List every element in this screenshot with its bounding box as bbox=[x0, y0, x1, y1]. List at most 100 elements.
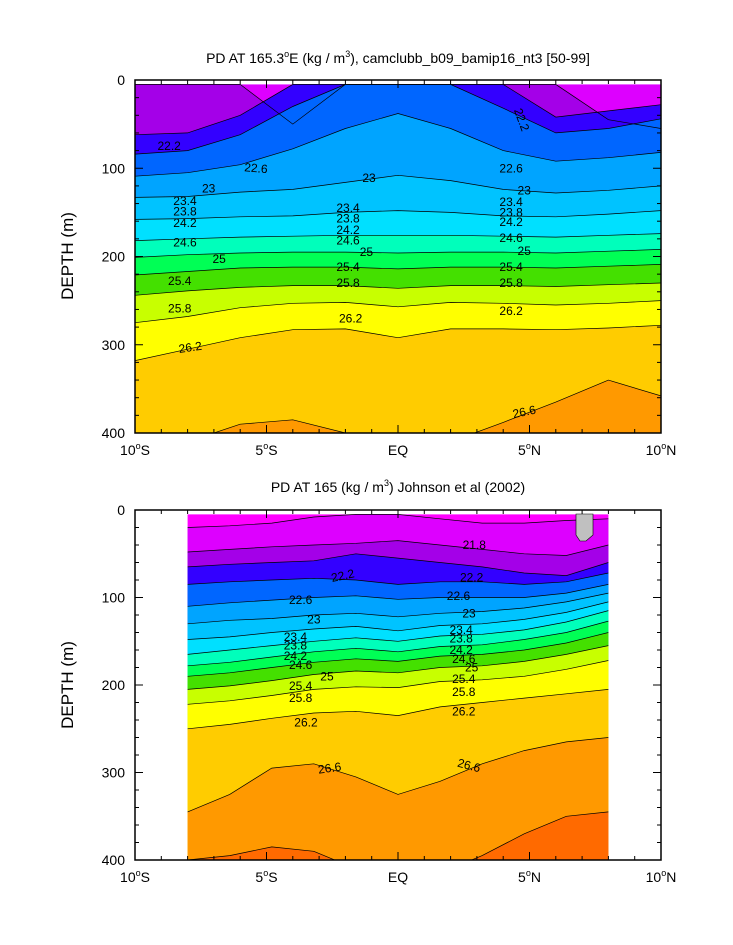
contour-label: 25.4 bbox=[336, 260, 360, 274]
contour-label: 26.2 bbox=[294, 716, 318, 730]
contour-label: 25 bbox=[465, 661, 479, 675]
contour-label: 26.2 bbox=[178, 339, 203, 356]
contour-label: 25 bbox=[320, 669, 334, 683]
isopycnal-line bbox=[187, 584, 609, 607]
x-tick-label: EQ bbox=[388, 442, 408, 458]
isopycnal-line bbox=[187, 610, 609, 655]
x-tick-label: 5oN bbox=[518, 441, 541, 458]
isopycnal-line bbox=[187, 572, 609, 585]
contour-label: 24.2 bbox=[284, 649, 308, 663]
contour-label: 26.6 bbox=[317, 760, 342, 777]
y-tick-label: 200 bbox=[102, 677, 126, 693]
y-tick-label: 300 bbox=[102, 337, 126, 353]
density-band bbox=[187, 811, 609, 860]
contour-label: 23 bbox=[307, 612, 321, 626]
isopycnal-line bbox=[135, 324, 661, 361]
chart-panel-observations: PD AT 165 (kg / m3) Johnson et al (2002)… bbox=[58, 478, 676, 885]
missing-data-patch bbox=[575, 513, 594, 542]
contour-label: 24.6 bbox=[289, 658, 313, 672]
isopycnal-line bbox=[135, 174, 661, 198]
contour-label: 23.4 bbox=[336, 201, 360, 215]
isopycnal-line bbox=[187, 645, 609, 690]
contour-label: 25 bbox=[360, 245, 374, 259]
contour-label: 26.2 bbox=[452, 704, 476, 718]
contour-label: 25.4 bbox=[168, 274, 192, 288]
density-band bbox=[213, 380, 661, 433]
x-tick-label: 10oS bbox=[120, 868, 150, 885]
x-tick-label: 5oN bbox=[518, 868, 541, 885]
isopycnal-line bbox=[187, 553, 609, 576]
y-tick-label: 100 bbox=[102, 160, 126, 176]
density-band bbox=[187, 737, 609, 860]
isopycnal-line bbox=[135, 282, 661, 296]
contour-label: 22.6 bbox=[244, 160, 269, 176]
contour-label: 25.8 bbox=[289, 691, 313, 705]
density-fills-observations bbox=[187, 514, 609, 860]
contour-label: 23 bbox=[362, 171, 376, 185]
y-axis-label-model: DEPTH (m) bbox=[58, 212, 77, 300]
isopycnal-line bbox=[187, 689, 609, 730]
x-tick-label: 10oN bbox=[646, 441, 677, 458]
contour-label: 23.8 bbox=[336, 212, 360, 226]
contour-label: 24.2 bbox=[336, 223, 360, 237]
y-tick-label: 400 bbox=[102, 425, 126, 441]
x-tick-label: 10oN bbox=[646, 868, 677, 885]
contour-label: 24.6 bbox=[499, 231, 523, 245]
contour-label: 25 bbox=[518, 244, 532, 258]
x-tick-label: EQ bbox=[388, 869, 408, 885]
y-tick-label: 400 bbox=[102, 852, 126, 868]
isopycnal-line bbox=[187, 601, 609, 640]
isopycnal-line bbox=[135, 264, 661, 276]
isopycnal-line bbox=[135, 233, 661, 241]
contour-label: 22.6 bbox=[499, 161, 523, 175]
contour-label: 23 bbox=[518, 183, 532, 197]
contour-label: 26.2 bbox=[339, 311, 363, 325]
isopycnal-lines-observations bbox=[187, 514, 609, 860]
x-tick-label: 10oS bbox=[120, 441, 150, 458]
isopycnal-line bbox=[187, 592, 609, 625]
x-tick-label: 5oS bbox=[255, 868, 277, 885]
contour-label: 23.8 bbox=[449, 632, 473, 646]
contour-label: 23 bbox=[202, 182, 216, 196]
density-fills-model bbox=[135, 84, 661, 433]
contour-label: 23.4 bbox=[284, 630, 308, 644]
contour-label: 23.4 bbox=[173, 194, 197, 208]
isopycnal-line bbox=[135, 210, 661, 220]
contour-label: 25.8 bbox=[336, 276, 360, 290]
contour-label: 24.6 bbox=[173, 235, 197, 249]
contour-label: 24.6 bbox=[452, 652, 476, 666]
isopycnal-line bbox=[187, 620, 609, 667]
chart-title-model: PD AT 165.3oE (kg / m3), camclubb_b09_ba… bbox=[206, 49, 590, 66]
axes-observations: 10oS 5oS EQ 5oN 10oN 0 100 200 300 400 bbox=[102, 502, 677, 885]
contour-label: 23.8 bbox=[173, 204, 197, 218]
contour-label: 21.8 bbox=[463, 538, 487, 552]
contour-label: 25.8 bbox=[452, 685, 476, 699]
x-tick-label: 5oS bbox=[255, 441, 277, 458]
y-tick-label: 200 bbox=[102, 249, 126, 265]
contour-label: 24.2 bbox=[449, 643, 473, 657]
contour-label: 25 bbox=[212, 252, 226, 266]
contour-label: 22.2 bbox=[330, 566, 356, 585]
contour-label: 25.8 bbox=[168, 302, 192, 316]
y-tick-label: 0 bbox=[117, 502, 125, 518]
contour-label: 24.6 bbox=[336, 234, 360, 248]
axes-model: 10oS 5oS EQ 5oN 10oN 0 100 200 300 400 bbox=[102, 72, 677, 458]
contour-labels-model: 22.222.62323.423.824.224.62525.425.826.2… bbox=[158, 106, 538, 421]
isopycnal-line bbox=[187, 660, 609, 705]
contour-field-model: 22.222.62323.423.824.224.62525.425.826.2… bbox=[135, 84, 661, 433]
contour-label: 26.2 bbox=[499, 304, 523, 318]
y-tick-label: 0 bbox=[117, 72, 125, 88]
isopycnal-line bbox=[187, 632, 609, 677]
contour-label: 23.8 bbox=[499, 205, 523, 219]
isopycnal-line bbox=[187, 811, 609, 860]
y-tick-label: 300 bbox=[102, 765, 126, 781]
contour-label: 25.4 bbox=[452, 672, 476, 686]
isopycnal-line bbox=[135, 249, 661, 258]
contour-label: 23 bbox=[462, 606, 476, 620]
contour-label: 26.6 bbox=[511, 402, 537, 421]
isopycnal-line bbox=[135, 113, 661, 177]
density-band bbox=[135, 325, 661, 433]
chart-title-observations: PD AT 165 (kg / m3) Johnson et al (2002) bbox=[271, 478, 525, 495]
